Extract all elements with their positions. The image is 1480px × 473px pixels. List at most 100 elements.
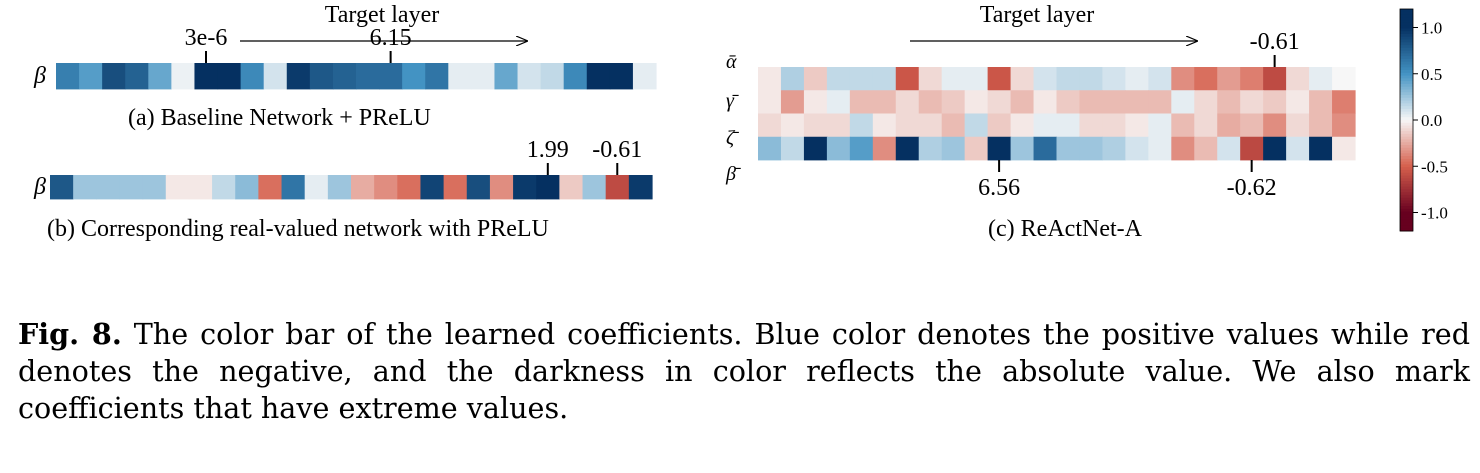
heatmap-cell [826, 67, 851, 91]
heatmap-cell [987, 136, 1012, 161]
colorbar-strip [1400, 61, 1413, 65]
heatmap-cell [582, 175, 607, 200]
colorbar-strip [1400, 64, 1413, 68]
colorbar-strip [1400, 97, 1413, 102]
colorbar-strip [1400, 133, 1413, 138]
panel-c-row-label-gamma: γ̄ [726, 90, 739, 112]
heatmap-cell [374, 175, 398, 200]
heatmap-cell [171, 63, 196, 90]
panel-b-heatmap [50, 175, 653, 200]
panel-c: ᾱ γ̄ ζ̄ β̄ -0.61 6.56 -0.62 Target layer (… [725, 2, 1356, 242]
heatmap-cell [356, 63, 380, 90]
colorbar-strip [1400, 161, 1413, 165]
heatmap-cell [964, 67, 989, 91]
colorbar-strip [1400, 11, 1413, 16]
colorbar-strip [1400, 70, 1413, 74]
heatmap-cell [1148, 67, 1172, 91]
heatmap-cell [758, 113, 782, 138]
heatmap-cell [758, 136, 782, 161]
heatmap-cell [1079, 113, 1104, 138]
heatmap-cell [941, 67, 966, 91]
heatmap-cell [1148, 90, 1172, 114]
colorbar-strip [1400, 131, 1413, 135]
heatmap-cell [918, 90, 943, 114]
colorbar-strip [1400, 78, 1413, 82]
colorbar-strip [1400, 47, 1413, 52]
heatmap-cell [1033, 113, 1058, 138]
heatmap-cell [1240, 136, 1264, 161]
heatmap-cell [517, 63, 542, 90]
heatmap-cell [1240, 90, 1264, 114]
colorbar-tick-label: 0.0 [1421, 111, 1442, 130]
heatmap-cell [1309, 136, 1333, 161]
heatmap-cell [1309, 90, 1333, 114]
colorbar-strip [1400, 183, 1413, 188]
colorbar-strip [1400, 72, 1413, 77]
heatmap-cell [79, 63, 103, 90]
heatmap-cell [540, 63, 565, 90]
heatmap-cell [1102, 67, 1126, 91]
heatmap-cell [351, 175, 375, 200]
colorbar-strip [1400, 28, 1413, 32]
heatmap-cell [918, 67, 943, 91]
heatmap-cell [1010, 113, 1035, 138]
heatmap-cell [803, 113, 828, 138]
heatmap-cell [443, 175, 468, 200]
heatmap-cell [536, 175, 560, 200]
panel-b-caption: (b) Corresponding real-valued network wi… [47, 216, 549, 242]
annotation-label: 1.99 [527, 137, 569, 163]
heatmap-cell [125, 63, 149, 90]
heatmap-cell [425, 63, 449, 90]
heatmap-cell [102, 63, 126, 90]
colorbar-strip [1400, 228, 1413, 232]
annotation-label: -0.61 [592, 137, 642, 163]
heatmap-cell [494, 63, 519, 90]
colorbar-strip [1400, 120, 1413, 124]
heatmap-cell [1148, 136, 1172, 161]
heatmap-cell [964, 90, 989, 114]
heatmap-cell [1010, 90, 1035, 114]
heatmap-cell [826, 113, 851, 138]
colorbar-strip [1400, 153, 1413, 157]
heatmap-cell [987, 113, 1012, 138]
heatmap-cell [1217, 113, 1241, 138]
colorbar-strip [1400, 75, 1413, 79]
colorbar-strip [1400, 189, 1413, 193]
heatmap-cell [304, 175, 329, 200]
heatmap-cell [918, 136, 943, 161]
colorbar-strip [1400, 200, 1413, 204]
heatmap-cell [1286, 136, 1310, 161]
heatmap-cell [1263, 113, 1287, 138]
colorbar-strip [1400, 56, 1413, 60]
colorbar-strip [1400, 178, 1413, 182]
colorbar-strip [1400, 225, 1413, 229]
colorbar-strip [1400, 22, 1413, 27]
panel-b: β 1.99 -0.61 (b) Corresponding real-value… [33, 137, 653, 242]
heatmap-cell [1332, 136, 1356, 161]
colorbar-strip [1400, 20, 1413, 24]
heatmap-cell [397, 175, 422, 200]
heatmap-cell [217, 63, 242, 90]
heatmap-cell [1194, 113, 1218, 138]
colorbar-strip [1400, 86, 1413, 90]
heatmap-cell [872, 136, 897, 161]
figure-caption-label: Fig. 8. [18, 317, 122, 351]
colorbar-strip [1400, 83, 1413, 88]
colorbar-tick-label: -1.0 [1421, 204, 1448, 223]
heatmap-cell [1286, 113, 1310, 138]
heatmap-cell [1286, 90, 1310, 114]
heatmap-cell [826, 136, 851, 161]
heatmap-cell [263, 63, 288, 90]
heatmap-cell [1332, 113, 1356, 138]
heatmap-cell [1010, 136, 1035, 161]
heatmap-cell [212, 175, 236, 200]
heatmap-cell [56, 63, 80, 90]
heatmap-cell [803, 136, 828, 161]
colorbar-tick-label: -0.5 [1421, 157, 1448, 176]
heatmap-cell [513, 175, 537, 200]
heatmap-cell [895, 113, 920, 138]
heatmap-cell [1332, 90, 1356, 114]
heatmap-cell [1332, 67, 1356, 91]
heatmap-cell [758, 67, 782, 91]
colorbar-strip [1400, 194, 1413, 199]
